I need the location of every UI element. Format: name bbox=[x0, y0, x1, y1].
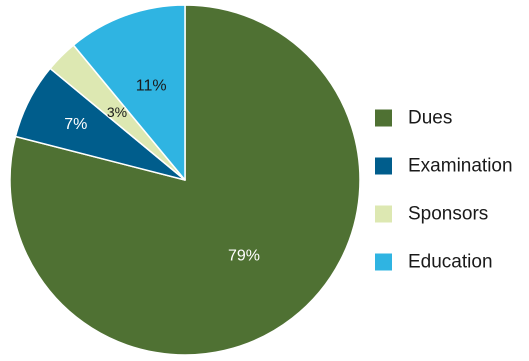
legend-item-examination: Examination bbox=[375, 156, 513, 177]
legend-label-sponsors: Sponsors bbox=[408, 204, 488, 225]
slice-label-dues: 79% bbox=[228, 248, 260, 265]
legend-label-examination: Examination bbox=[408, 156, 513, 177]
legend-swatch-dues bbox=[375, 109, 392, 127]
pie-slice-education bbox=[72, 4, 186, 181]
slice-label-education: 11% bbox=[136, 78, 167, 95]
slices-layer bbox=[9, 4, 361, 356]
legend-label-education: Education bbox=[408, 252, 493, 273]
legend-swatch-sponsors bbox=[375, 205, 392, 223]
slice-label-examination: 7% bbox=[64, 116, 87, 133]
legend: Dues Examination Sponsors Education bbox=[375, 108, 513, 273]
legend-swatch-education bbox=[375, 253, 392, 271]
legend-item-sponsors: Sponsors bbox=[375, 204, 488, 225]
slice-labels-layer: 79% 7% 3% 11% bbox=[64, 78, 260, 265]
legend-item-education: Education bbox=[375, 252, 493, 273]
slice-label-sponsors: 3% bbox=[107, 104, 127, 120]
legend-item-dues: Dues bbox=[375, 108, 452, 129]
legend-label-dues: Dues bbox=[408, 108, 452, 129]
legend-swatch-examination bbox=[375, 157, 392, 175]
